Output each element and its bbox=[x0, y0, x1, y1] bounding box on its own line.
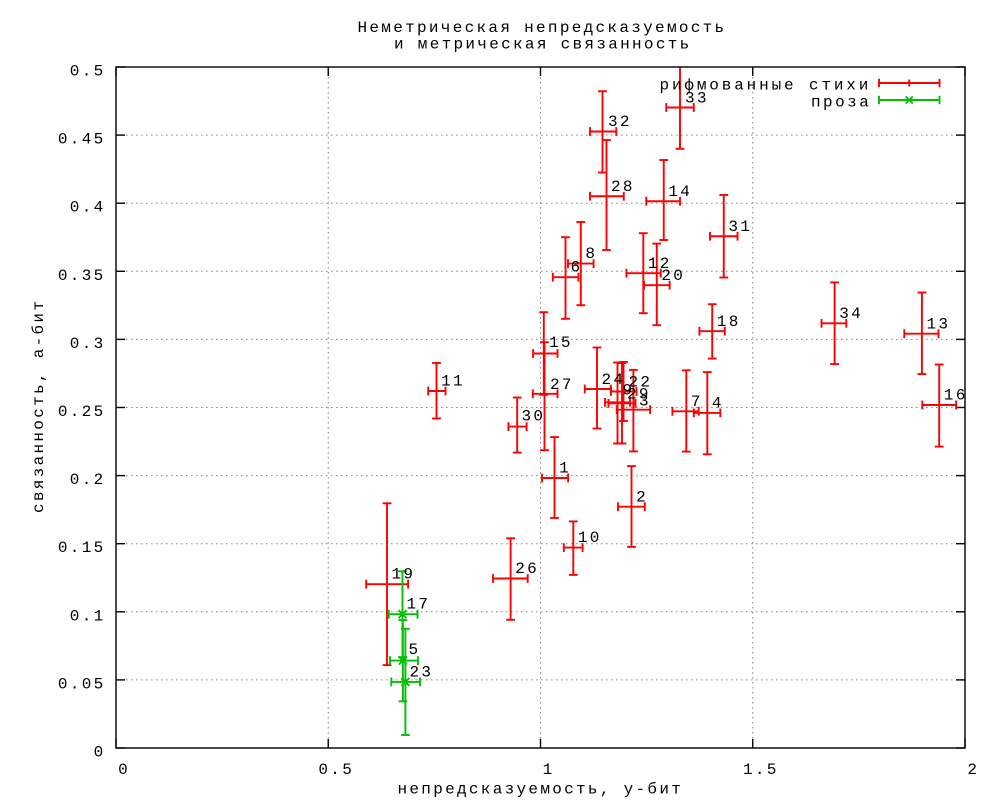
svg-text:32: 32 bbox=[608, 113, 632, 131]
svg-text:8: 8 bbox=[585, 245, 597, 263]
svg-text:1: 1 bbox=[543, 761, 555, 779]
svg-text:проза: проза bbox=[811, 94, 871, 112]
svg-text:0: 0 bbox=[118, 761, 130, 779]
svg-text:4: 4 bbox=[712, 395, 724, 413]
svg-text:15: 15 bbox=[549, 334, 573, 352]
svg-text:0.1: 0.1 bbox=[70, 607, 106, 625]
svg-text:18: 18 bbox=[717, 313, 741, 331]
svg-text:26: 26 bbox=[515, 560, 539, 578]
svg-text:0.25: 0.25 bbox=[58, 403, 106, 421]
svg-text:2: 2 bbox=[636, 488, 648, 506]
svg-text:33: 33 bbox=[685, 90, 709, 108]
svg-text:10: 10 bbox=[578, 529, 602, 547]
svg-text:17: 17 bbox=[407, 596, 431, 614]
svg-text:1: 1 bbox=[559, 460, 571, 478]
svg-text:связанность, а-бит: связанность, а-бит bbox=[30, 299, 48, 513]
svg-text:24: 24 bbox=[602, 371, 626, 389]
svg-text:0.5: 0.5 bbox=[318, 761, 354, 779]
svg-text:29: 29 bbox=[627, 386, 651, 404]
svg-text:27: 27 bbox=[550, 376, 574, 394]
svg-text:0.4: 0.4 bbox=[70, 199, 106, 217]
svg-text:20: 20 bbox=[661, 267, 685, 285]
svg-text:2: 2 bbox=[967, 761, 979, 779]
svg-text:0.35: 0.35 bbox=[58, 267, 106, 285]
svg-text:6: 6 bbox=[571, 259, 583, 277]
svg-text:7: 7 bbox=[691, 393, 703, 411]
svg-text:19: 19 bbox=[392, 566, 416, 584]
svg-text:1.5: 1.5 bbox=[743, 761, 779, 779]
svg-text:0.2: 0.2 bbox=[70, 471, 106, 489]
svg-text:22: 22 bbox=[629, 374, 653, 392]
svg-text:и метрическая связанность: и метрическая связанность bbox=[394, 36, 692, 54]
svg-text:Неметрическая непредсказуемост: Неметрическая непредсказуемость bbox=[358, 19, 727, 37]
svg-text:34: 34 bbox=[839, 305, 863, 323]
svg-text:5: 5 bbox=[409, 641, 421, 659]
svg-text:0.05: 0.05 bbox=[58, 675, 106, 693]
svg-text:11: 11 bbox=[441, 373, 465, 391]
svg-text:непредсказуемость, у-бит: непредсказуемость, у-бит bbox=[398, 781, 684, 799]
svg-text:0.3: 0.3 bbox=[70, 335, 106, 353]
svg-text:9: 9 bbox=[623, 382, 635, 400]
svg-text:12: 12 bbox=[648, 255, 672, 273]
svg-text:3: 3 bbox=[639, 393, 651, 411]
svg-text:14: 14 bbox=[668, 183, 692, 201]
svg-text:28: 28 bbox=[611, 178, 635, 196]
svg-text:16: 16 bbox=[944, 387, 968, 405]
svg-text:0.5: 0.5 bbox=[70, 63, 106, 81]
svg-text:0.15: 0.15 bbox=[58, 539, 106, 557]
svg-text:13: 13 bbox=[927, 315, 951, 333]
svg-text:30: 30 bbox=[522, 408, 546, 426]
svg-text:0: 0 bbox=[94, 744, 106, 762]
svg-text:23: 23 bbox=[410, 664, 434, 682]
svg-text:31: 31 bbox=[728, 218, 752, 236]
svg-text:рифмованные стихи: рифмованные стихи bbox=[660, 77, 872, 95]
svg-text:0.45: 0.45 bbox=[58, 131, 106, 149]
